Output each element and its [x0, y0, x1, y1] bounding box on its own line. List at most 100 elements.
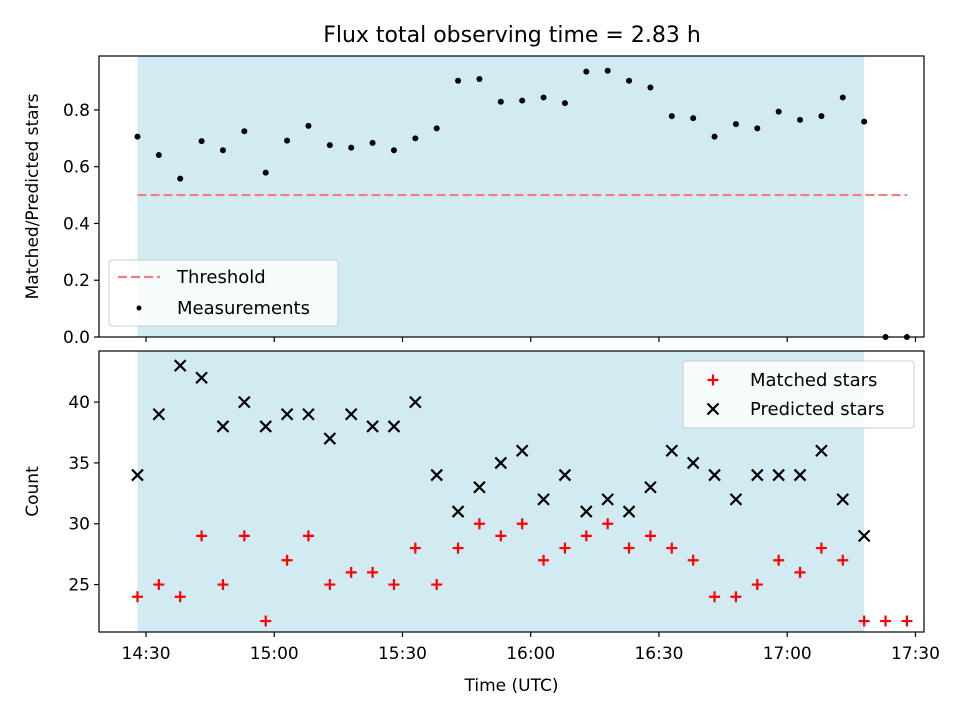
predicted-star-point: [195, 371, 208, 385]
measurement-point: [497, 98, 504, 105]
measurement-point: [433, 125, 440, 132]
predicted-star-point: [409, 395, 422, 409]
bottom-xtick-label: 17:00: [763, 644, 812, 664]
predicted-star-point: [387, 420, 401, 433]
predicted-star-point: [729, 493, 743, 506]
legend-matched-swatch: [707, 374, 719, 386]
top-panel-matched-ratio: 0.0 0.2 0.4 0.6 0.8 Matched/Predicted stars Th…: [23, 55, 925, 348]
matched-star-point: [559, 542, 571, 554]
legend-box: [682, 360, 915, 429]
top-ytick-label: 0.2: [63, 271, 90, 291]
measurement-point: [647, 84, 654, 91]
matched-star-point: [644, 530, 656, 542]
predicted-star-point: [772, 468, 785, 482]
matched-star-point: [880, 615, 892, 627]
top-ytick-label: 0.8: [63, 101, 90, 121]
predicted-star-point: [836, 493, 850, 506]
matched-star-point: [281, 554, 293, 566]
top-legend: Threshold Measurements: [108, 259, 339, 327]
predicted-star-point: [622, 505, 636, 518]
bottom-xtick-label: 16:30: [634, 644, 683, 664]
predicted-star-point: [216, 420, 230, 433]
measurement-point: [348, 144, 355, 151]
matched-star-point: [858, 615, 870, 627]
measurement-point: [326, 142, 333, 149]
matched-star-point: [174, 591, 186, 603]
top-ylabel: Matched/Predicted stars: [23, 93, 43, 299]
bottom-xtick-label: 15:30: [378, 644, 427, 664]
measurement-point: [861, 118, 868, 125]
measurement-point: [839, 94, 846, 101]
measurement-point: [818, 113, 825, 120]
matched-star-point: [302, 530, 314, 542]
predicted-star-point: [601, 493, 614, 506]
predicted-star-point: [558, 468, 572, 482]
measurement-point: [690, 115, 697, 122]
matched-star-point: [538, 554, 550, 566]
matched-star-point: [687, 554, 699, 566]
measurement-point: [540, 94, 547, 101]
matched-star-point: [730, 591, 742, 603]
matched-star-point: [666, 542, 678, 554]
predicted-star-point: [131, 468, 144, 482]
measurement-point: [134, 133, 141, 140]
matched-star-point: [516, 518, 528, 530]
bottom-xtick-label: 14:30: [122, 644, 171, 664]
matched-star-point: [431, 579, 443, 591]
predicted-star-point: [751, 468, 764, 482]
matched-star-point: [196, 530, 208, 542]
bottom-ytick-label: 35: [68, 454, 90, 474]
top-ytick-label: 0.0: [63, 328, 90, 348]
bottom-ytick-label: 30: [68, 515, 90, 535]
legend-predicted-swatch: [706, 402, 720, 416]
measurement-point: [626, 77, 633, 84]
matched-star-point: [409, 542, 421, 554]
legend-predicted-label: Predicted stars: [750, 399, 884, 420]
matched-star-point: [217, 579, 229, 591]
measurement-point: [219, 147, 226, 154]
bottom-xtick-label: 17:30: [891, 644, 940, 664]
predicted-star-point: [152, 407, 166, 421]
predicted-star-point: [857, 529, 871, 543]
measurement-point: [455, 77, 462, 84]
matched-star-point: [815, 542, 827, 554]
legend-threshold-label: Threshold: [176, 267, 266, 288]
bottom-xtick-label: 15:00: [250, 644, 299, 664]
measurement-point: [198, 138, 205, 145]
matched-star-point: [602, 518, 614, 530]
measurement-point: [583, 68, 590, 75]
matched-star-point: [623, 542, 635, 554]
measurement-point: [775, 108, 782, 115]
measurement-point: [711, 133, 718, 140]
predicted-star-point: [259, 420, 272, 433]
matched-star-point: [580, 530, 592, 542]
figure-title: Flux total observing time = 2.83 h: [323, 23, 701, 48]
predicted-star-point: [644, 480, 657, 494]
predicted-star-point: [238, 395, 251, 409]
measurement-point: [732, 121, 739, 128]
measurement-point: [177, 175, 184, 182]
predicted-star-point: [323, 432, 337, 445]
predicted-star-point: [580, 505, 593, 518]
top-ytick-label: 0.6: [63, 158, 90, 178]
measurement-point: [797, 116, 804, 123]
bottom-ytick-label: 40: [68, 393, 90, 413]
measurement-point: [476, 75, 483, 82]
predicted-star-point: [430, 468, 443, 482]
predicted-star-point: [537, 493, 550, 506]
legend-matched-label: Matched stars: [750, 370, 877, 391]
matched-star-point: [751, 579, 763, 591]
measurement-point: [241, 128, 248, 135]
predicted-star-point: [686, 456, 700, 470]
predicted-star-point: [494, 456, 508, 470]
measurement-point: [561, 100, 568, 107]
bottom-ytick-label: 25: [68, 576, 90, 596]
top-axes-frame: [98, 55, 925, 338]
matched-star-point: [773, 554, 785, 566]
predicted-star-point: [280, 407, 294, 421]
matched-star-point: [452, 542, 464, 554]
matched-star-point: [131, 591, 143, 603]
matched-star-point: [709, 591, 721, 603]
measurement-point: [262, 169, 269, 176]
